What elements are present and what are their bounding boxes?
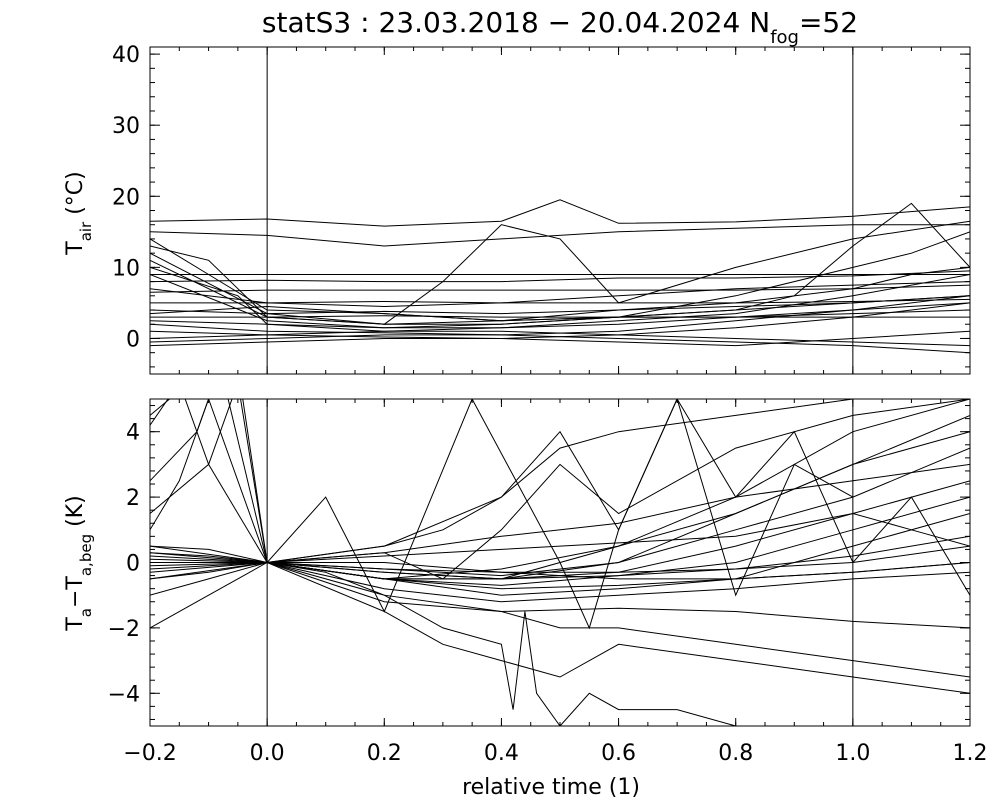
series-line-top-19: [150, 266, 970, 332]
y-tick-label-bottom-0: −4: [108, 682, 140, 707]
y-tick-label-top-0: 0: [126, 327, 140, 352]
x-tick-label-3: 0.4: [484, 741, 519, 766]
series-line-top-12: [150, 302, 970, 329]
y-tick-label-top-3: 30: [112, 114, 140, 139]
y-axis-label-bottom-rest: (K): [63, 495, 88, 534]
series-group-bottom: [150, 399, 970, 726]
series-line-top-1: [150, 224, 970, 247]
x-tick-label-0: −0.2: [123, 741, 176, 766]
series-line-bottom-18: [150, 512, 970, 564]
series-line-bottom-0: [150, 399, 970, 580]
series-line-bottom-19: [150, 513, 970, 596]
series-line-bottom-7: [150, 561, 970, 603]
series-group-top: [150, 47, 970, 374]
series-line-bottom-11: [150, 562, 970, 678]
x-tick-label-2: 0.2: [367, 741, 402, 766]
y-axis-label-bottom-sub2: a,beg: [77, 534, 95, 576]
series-line-top-7: [150, 220, 970, 325]
y-tick-label-bottom-3: 2: [126, 486, 140, 511]
y-tick-label-bottom-2: 0: [126, 552, 140, 577]
chart-title-subscript: fog: [770, 27, 799, 48]
x-tick-label-7: 1.2: [953, 741, 988, 766]
series-line-bottom-17: [150, 399, 970, 596]
x-tick-label-4: 0.6: [601, 741, 636, 766]
series-line-top-3: [150, 270, 970, 283]
series-line-top-5: [150, 238, 970, 322]
series-line-top-18: [150, 281, 970, 308]
x-axis-label: relative time (1): [462, 775, 640, 800]
series-line-bottom-9: [150, 561, 970, 694]
chart-title-suffix: =52: [799, 6, 858, 39]
chart-title: statS3 : 23.03.2018 − 20.04.2024 Nfog=52: [262, 6, 858, 48]
y-axis-label-top: Tair (°C): [63, 171, 95, 256]
series-line-top-4: [150, 284, 970, 293]
series-line-top-15: [150, 330, 970, 347]
y-axis-label-bottom-mid: −T: [63, 576, 88, 608]
series-line-top-17: [150, 330, 970, 347]
series-line-bottom-16: [150, 399, 854, 630]
series-line-top-11: [150, 315, 970, 318]
panel-air-temperature: 0 10 20 30 40: [112, 43, 971, 375]
x-tick-label-1: 0.0: [250, 741, 285, 766]
series-line-top-21: [150, 295, 970, 322]
series-line-bottom-12: [150, 399, 970, 564]
y-axis-label-bottom-main1: T: [63, 617, 88, 632]
x-tick-label-6: 1.0: [835, 741, 870, 766]
series-line-bottom-15: [150, 399, 970, 580]
y-tick-label-bottom-4: 4: [126, 421, 140, 446]
series-line-top-10: [150, 295, 970, 315]
y-axis-label-bottom-sub1: a: [77, 608, 95, 617]
y-tick-label-top-4: 40: [112, 43, 140, 68]
y-axis-label-top-sub: air: [77, 221, 95, 241]
series-line-top-9: [150, 298, 970, 304]
series-line-top-8: [150, 202, 970, 329]
y-tick-label-top-1: 10: [112, 256, 140, 281]
y-tick-label-top-2: 20: [112, 185, 140, 210]
series-line-bottom-14: [150, 447, 970, 577]
series-line-top-0: [150, 199, 970, 227]
y-tick-label-bottom-1: −2: [108, 617, 140, 642]
series-line-top-16: [150, 334, 970, 354]
y-axis-label-bottom: Ta−Ta,beg (K): [63, 495, 95, 631]
series-line-bottom-21: [150, 399, 970, 580]
series-line-bottom-10: [150, 561, 795, 726]
series-line-bottom-2: [150, 399, 970, 586]
series-line-bottom-5: [150, 535, 970, 580]
x-tick-label-5: 0.8: [718, 741, 753, 766]
series-line-bottom-20: [150, 545, 970, 580]
panel-temperature-difference: −0.2 0.0 0.2 0.4 0.6 0.8 1.0 1.2 −4 −2 0 2 4: [108, 398, 988, 766]
chart-title-prefix: statS3 : 23.03.2018 − 20.04.2024 N: [262, 6, 770, 39]
y-axis-label-top-main: T: [63, 241, 88, 256]
y-axis-label-top-rest: (°C): [63, 171, 88, 222]
